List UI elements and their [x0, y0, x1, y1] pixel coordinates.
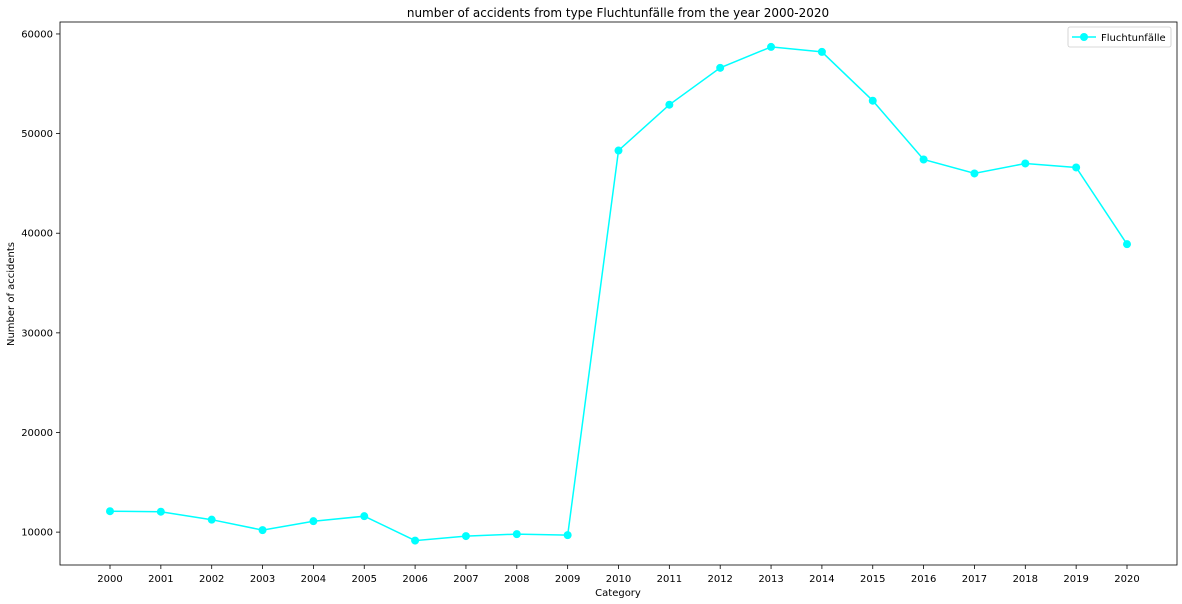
x-tick-label: 2006: [402, 574, 427, 585]
x-axis-label: Category: [595, 588, 641, 599]
data-point: [156, 507, 165, 516]
x-tick-label: 2007: [453, 574, 478, 585]
x-tick-label: 2000: [97, 574, 122, 585]
legend: Fluchtunfälle: [1067, 26, 1172, 48]
y-axis: 10000 20000 30000 40000 50000 60000: [21, 29, 60, 539]
legend-label: Fluchtunfälle: [1101, 33, 1166, 44]
x-tick-label: 2009: [555, 574, 580, 585]
data-point: [919, 155, 928, 164]
data-point: [868, 96, 877, 105]
data-point: [716, 63, 725, 72]
legend-box: [1067, 26, 1172, 48]
data-point: [207, 515, 216, 524]
data-point: [817, 47, 826, 56]
x-tick-label: 2005: [352, 574, 377, 585]
y-tick-label: 10000: [21, 528, 53, 539]
data-point: [1123, 240, 1131, 249]
x-tick-label: 2019: [1063, 574, 1088, 585]
x-axis: 2000 2001 2002 2003 2004 2005 2006 2007 2008 2009…: [97, 565, 1140, 585]
data-point: [767, 42, 776, 51]
y-tick-label: 40000: [21, 229, 53, 240]
x-tick-label: 2018: [1013, 574, 1038, 585]
data-point: [563, 531, 572, 540]
y-tick-label: 30000: [21, 328, 53, 339]
y-axis-label: Number of accidents: [6, 242, 17, 346]
x-tick-label: 2011: [657, 574, 682, 585]
y-tick-label: 50000: [21, 129, 53, 140]
y-tick-label: 60000: [21, 29, 53, 40]
data-point: [665, 100, 674, 109]
x-tick-label: 2013: [758, 574, 783, 585]
data-point: [461, 532, 470, 541]
x-tick-label: 2003: [250, 574, 275, 585]
data-point: [258, 526, 267, 535]
legend-marker-sample: [1080, 33, 1088, 41]
chart-title: number of accidents from type Fluchtunfä…: [407, 6, 829, 20]
plot-area: [59, 21, 1178, 566]
x-tick-label: 2016: [911, 574, 936, 585]
series-layer: [106, 42, 1131, 545]
x-tick-label: 2010: [606, 574, 631, 585]
x-tick-label: 2008: [504, 574, 529, 585]
data-point: [106, 507, 114, 516]
data-point: [512, 530, 521, 539]
x-tick-label: 2004: [301, 574, 326, 585]
x-tick-label: 2017: [962, 574, 987, 585]
x-tick-label: 2014: [809, 574, 834, 585]
y-tick-label: 20000: [21, 428, 53, 439]
x-tick-label: 2002: [199, 574, 224, 585]
x-tick-label: 2020: [1114, 574, 1139, 585]
data-point: [970, 169, 979, 178]
x-tick-label: 2012: [707, 574, 732, 585]
data-point: [1072, 163, 1081, 172]
x-tick-label: 2001: [148, 574, 173, 585]
data-point: [1021, 159, 1030, 168]
data-point: [411, 536, 420, 545]
data-point: [614, 146, 623, 155]
data-point: [309, 517, 318, 526]
data-point: [360, 512, 369, 521]
x-tick-label: 2015: [860, 574, 885, 585]
